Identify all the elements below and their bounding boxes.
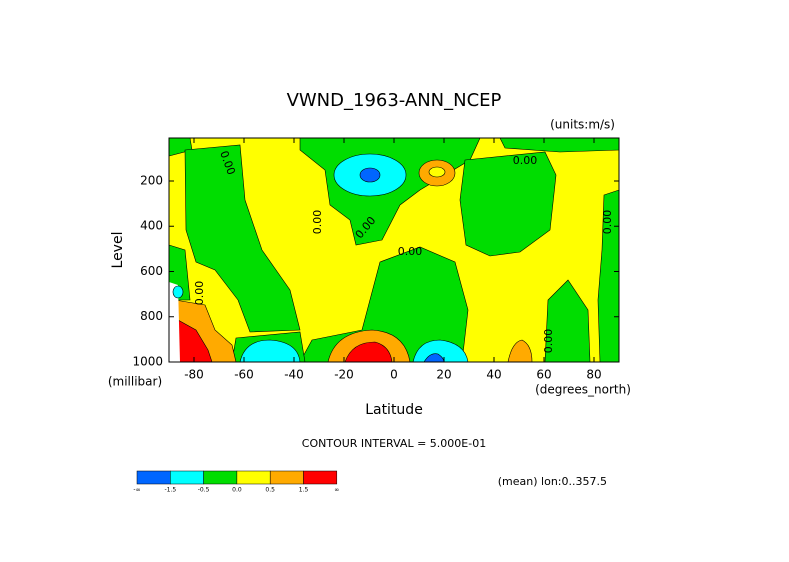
colorbar-swatch [203, 470, 238, 485]
y-tick-label: 600 [140, 264, 163, 278]
x-tick-label: -20 [334, 368, 354, 382]
x-tick-label: -60 [234, 368, 254, 382]
colorbar-swatch [170, 470, 204, 485]
missing-region [169, 282, 180, 362]
contour-field [168, 137, 620, 363]
contour-label: 0.00 [601, 210, 614, 235]
colorbar-label: -∞ [133, 487, 140, 494]
x-axis-units: (degrees_north) [535, 383, 631, 397]
colorbar-swatch [236, 470, 271, 485]
contour-region [428, 166, 446, 178]
colorbar-label: 1.5 [299, 487, 309, 494]
contour-region [359, 167, 381, 183]
contour-label: 0.00 [311, 210, 324, 235]
contour-region [172, 285, 184, 299]
y-axis-title: Level [110, 232, 126, 269]
x-tick-label: 20 [436, 368, 451, 382]
contour-label: 0.00 [513, 154, 538, 167]
colorbar-swatch [136, 470, 171, 485]
y-tick-label: 1000 [132, 355, 163, 369]
colorbar-swatch [303, 470, 338, 485]
x-tick-label: 40 [486, 368, 501, 382]
contour-interval: CONTOUR INTERVAL = 5.000E-01 [302, 437, 486, 450]
contour-region [459, 151, 557, 257]
units-label: (units:m/s) [550, 118, 615, 132]
y-axis-units: (millibar) [108, 375, 162, 389]
y-tick-label: 200 [140, 173, 163, 187]
contour-label: 0.00 [398, 245, 423, 258]
y-tick-label: 800 [140, 309, 163, 323]
contour-region [184, 144, 301, 333]
colorbar-label: 0.5 [265, 487, 275, 494]
colorbar-label: 0.0 [232, 487, 242, 494]
x-tick-label: 0 [390, 368, 398, 382]
colorbar-label: -1.5 [164, 487, 176, 494]
chart-title: VWND_1963-ANN_NCEP [287, 90, 502, 111]
contour-label: 0.00 [193, 281, 206, 306]
colorbar-swatch [269, 470, 304, 485]
colorbar-label: -0.5 [198, 487, 210, 494]
contour-region [344, 341, 393, 363]
contour-region [239, 339, 301, 363]
contour-region [544, 279, 591, 363]
averaging-note: (mean) lon:0..357.5 [498, 475, 607, 488]
y-tick-label: 400 [140, 219, 163, 233]
contour-region [412, 339, 469, 363]
x-axis-title: Latitude [365, 402, 423, 418]
x-tick-label: 60 [536, 368, 551, 382]
contour-label: 0.00 [542, 329, 555, 354]
colorbar-label: ∞ [334, 487, 339, 494]
x-tick-label: -40 [284, 368, 304, 382]
contour-region [507, 339, 533, 363]
x-tick-label: -80 [184, 368, 204, 382]
x-tick-label: 80 [586, 368, 601, 382]
